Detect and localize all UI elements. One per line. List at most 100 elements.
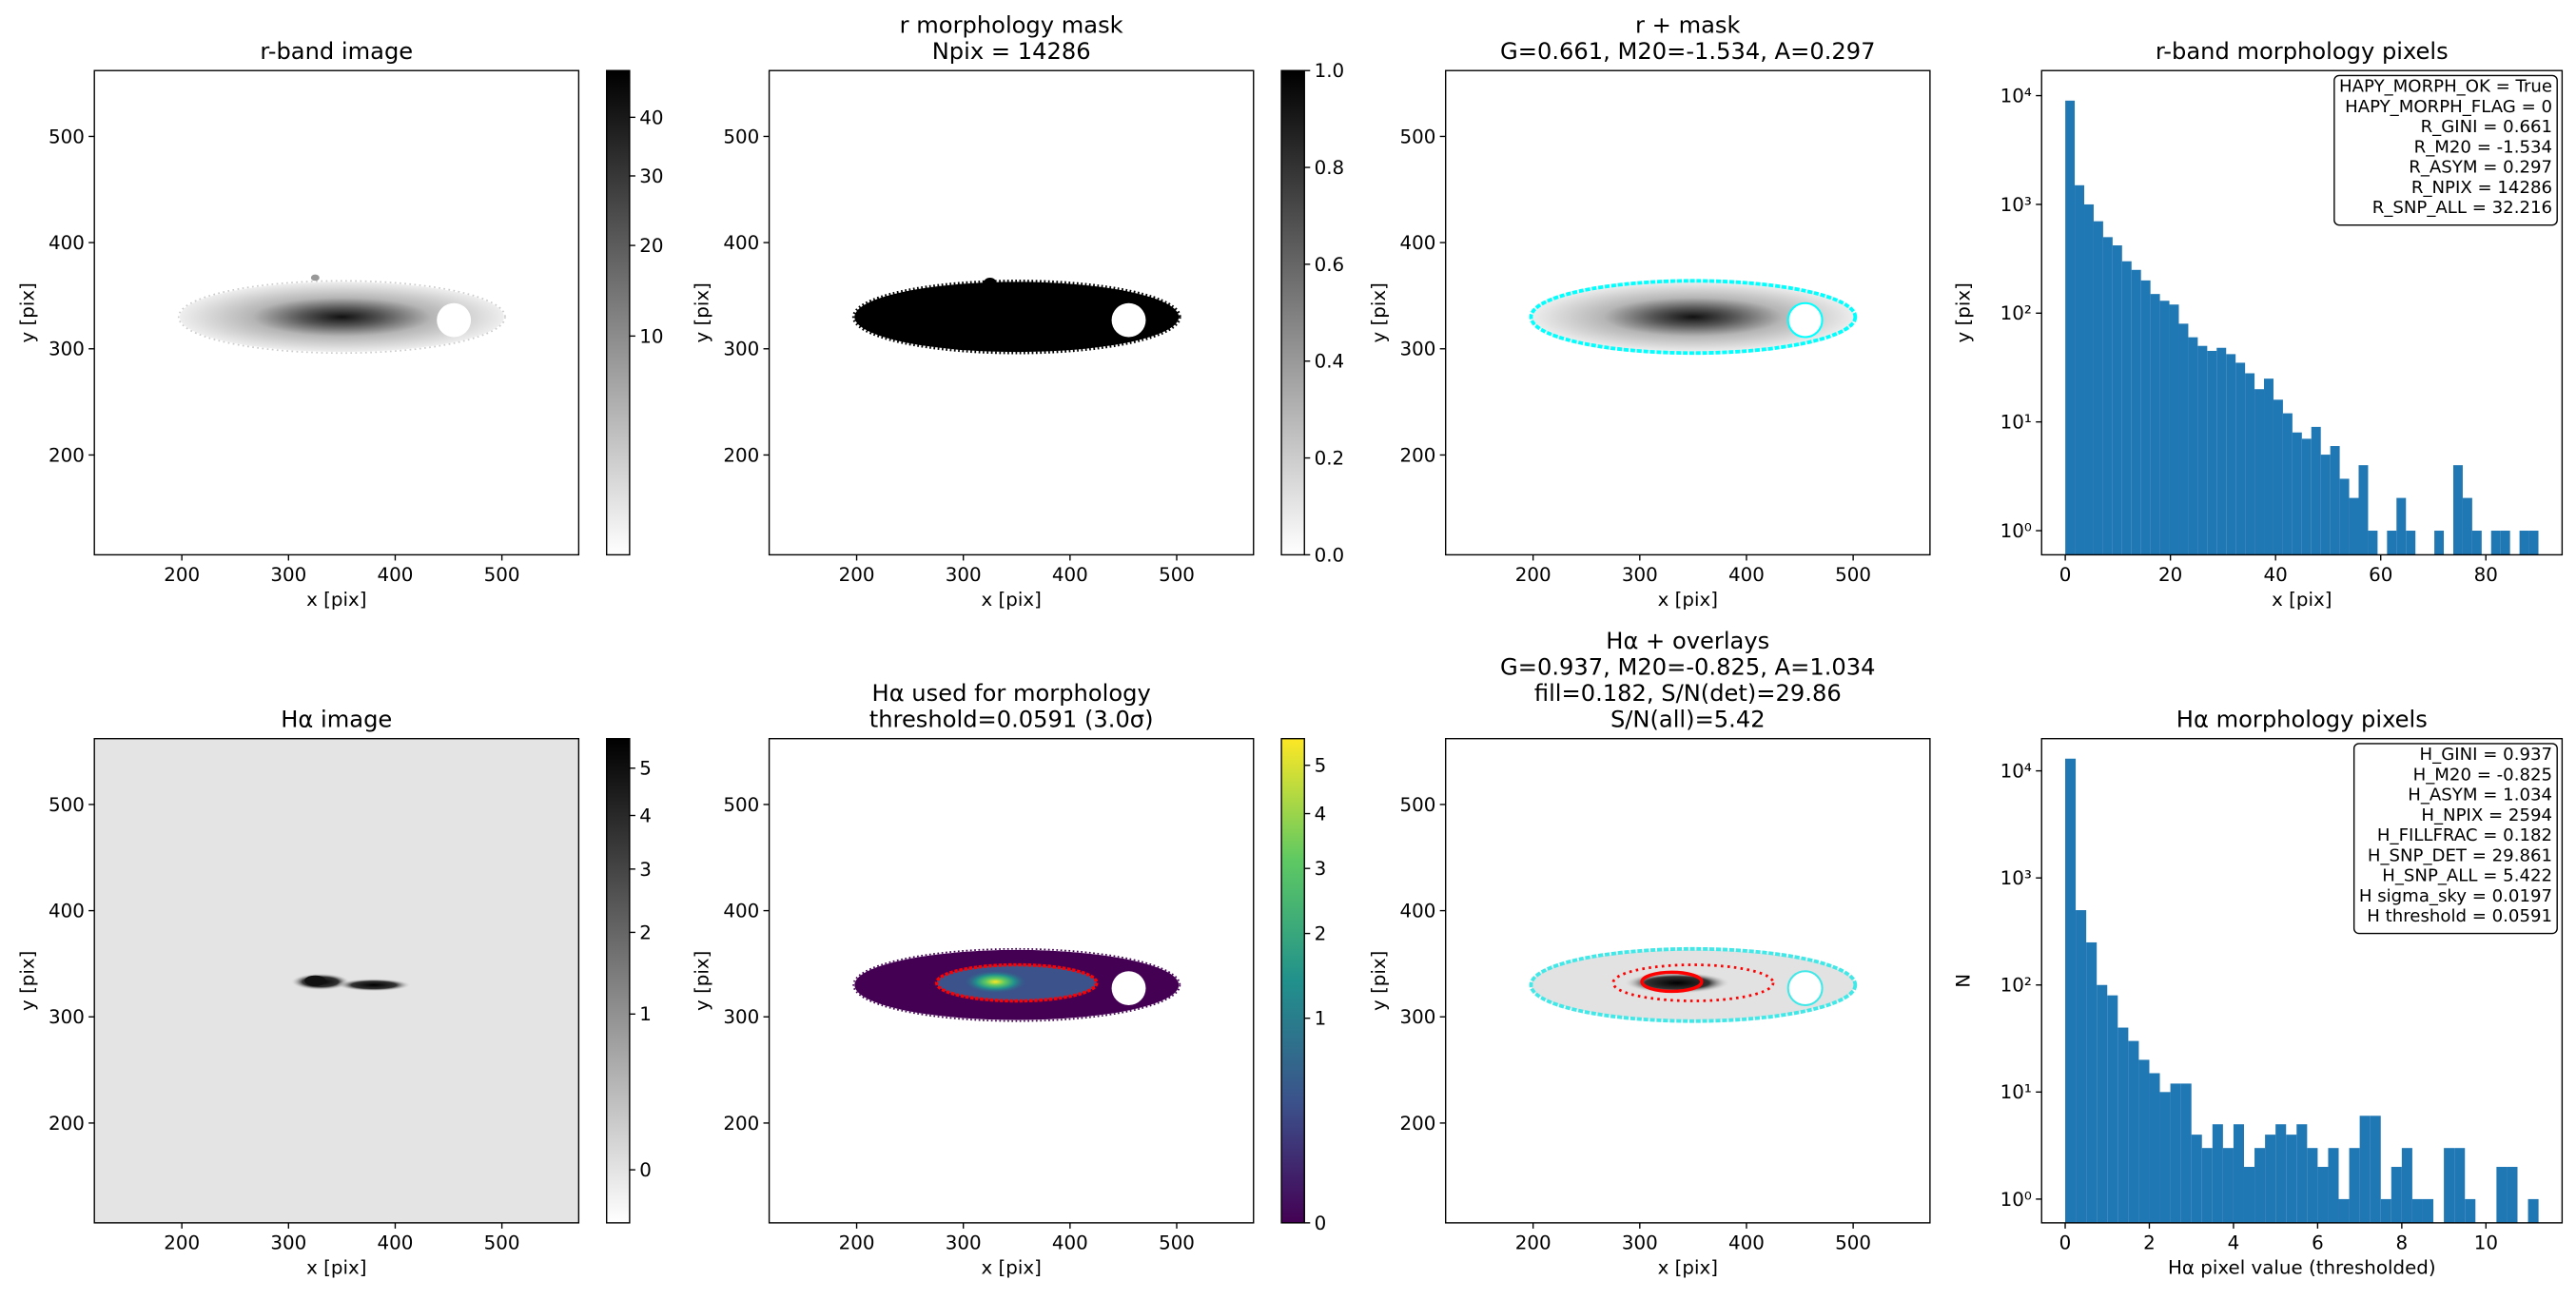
bar [2496,1167,2508,1223]
mask-contour [1529,279,1858,356]
bar [2169,304,2179,555]
panel-title: Npix = 14286 [932,38,1091,65]
bar [2286,1135,2297,1223]
bar [2292,432,2302,555]
bar [2107,995,2118,1223]
bar [2471,531,2482,555]
x-tick-label: 8 [2396,1232,2409,1253]
bar [2462,497,2472,555]
y-tick-label: 200 [723,1113,759,1135]
colorbar-tick-label: 0.2 [1315,447,1345,469]
bar [2368,531,2378,555]
bar [2454,1148,2466,1223]
bar [2233,1124,2244,1223]
y-tick-label: 500 [49,126,85,147]
y-axis-label: y [pix] [1952,282,1974,342]
colorbar-tick-label: 0.0 [1315,544,1345,566]
x-tick-label: 500 [1835,564,1871,586]
y-axis-label: y [pix] [692,951,713,1011]
bar [2311,426,2321,555]
annotation-line: H_ASYM = 1.034 [2408,786,2552,805]
annotation-line: H_FILLFRAC = 0.182 [2377,825,2552,845]
bar [2307,1148,2318,1223]
x-tick-label: 200 [164,564,200,586]
bar [2507,1167,2518,1223]
x-tick-label: 200 [1515,1232,1551,1253]
y-tick-label: 400 [1399,900,1435,922]
bar [2180,1083,2192,1223]
bar [2396,497,2407,555]
y-tick-label: 400 [723,900,759,922]
x-tick-label: 500 [1159,564,1195,586]
colorbar [1280,738,1305,1224]
panel-title: Hα + overlays [1606,628,1769,654]
y-tick-label: 300 [49,339,85,360]
bar [2380,1198,2391,1223]
y-axis-label: y [pix] [692,282,713,342]
colorbar [1280,69,1305,556]
bar [2097,984,2108,1223]
colorbar-tick-label: 4 [1315,803,1327,825]
bar [2296,1124,2308,1223]
panel-title: G=0.661, M20=-1.534, A=0.297 [1500,38,1875,65]
x-tick-label: 0 [2059,564,2072,586]
y-tick-label: 10⁴ [2000,760,2032,782]
bar [2406,531,2416,555]
galaxy [1531,281,1856,353]
y-tick-label: 200 [1399,444,1435,466]
colorbar-tick-label: 1.0 [1315,60,1345,82]
x-tick-label: 60 [2369,564,2392,586]
bar [2138,1059,2150,1223]
bar [2128,1040,2139,1223]
bar [2328,1148,2339,1223]
axes-frame [768,738,1255,1224]
annotation-line: H_SNP_ALL = 5.422 [2382,866,2552,886]
x-tick-label: 500 [484,1232,520,1253]
bar [2527,1198,2539,1223]
bar [2349,497,2359,555]
annotation-line: R_NPIX = 14286 [2411,178,2552,198]
bar [2264,378,2274,555]
x-tick-label: 400 [378,1232,414,1253]
y-tick-label: 10² [2000,302,2032,324]
x-axis-label: x [pix] [306,1256,366,1278]
bar [2243,1167,2255,1223]
y-axis-label: y [pix] [16,951,38,1011]
colorbar-tick-label: 1 [1315,1008,1327,1030]
bar [2275,1124,2287,1223]
x-axis-label: x [pix] [2272,589,2332,611]
x-tick-label: 500 [484,564,520,586]
image-feature [310,274,320,281]
bar [2358,465,2369,555]
x-tick-label: 200 [164,1232,200,1253]
annotation-frame [2333,74,2558,226]
x-tick-label: 400 [378,564,414,586]
annotation-line: H_SNP_DET = 29.861 [2368,845,2552,865]
y-tick-label: 400 [723,232,759,254]
galaxy [179,281,504,353]
y-tick-label: 200 [49,444,85,466]
masked-star [1786,970,1824,1007]
annotation-line: R_SNP_ALL = 32.216 [2372,198,2552,218]
x-tick-label: 400 [1728,564,1765,586]
x-tick-label: 200 [839,1232,875,1253]
bar [2075,184,2085,555]
bar [2235,362,2246,555]
bar [2197,345,2208,555]
bar [2452,465,2463,555]
colorbar-tick-label: 2 [1315,922,1327,944]
y-tick-label: 200 [723,444,759,466]
colorbar-tick-label: 0.8 [1315,157,1345,179]
panel-title: Hα used for morphology [872,680,1151,707]
annotation-line: R_M20 = -1.534 [2414,137,2552,157]
edge [852,947,1181,1022]
bar [2387,531,2397,555]
y-tick-label: 500 [49,794,85,816]
panel-title: r-band morphology pixels [2156,38,2449,65]
annotation-line: R_GINI = 0.661 [2421,117,2552,137]
plot-area [1529,946,1858,1023]
axes-frame [1445,738,1931,1224]
x-tick-label: 400 [1052,564,1088,586]
bar [2320,455,2331,555]
